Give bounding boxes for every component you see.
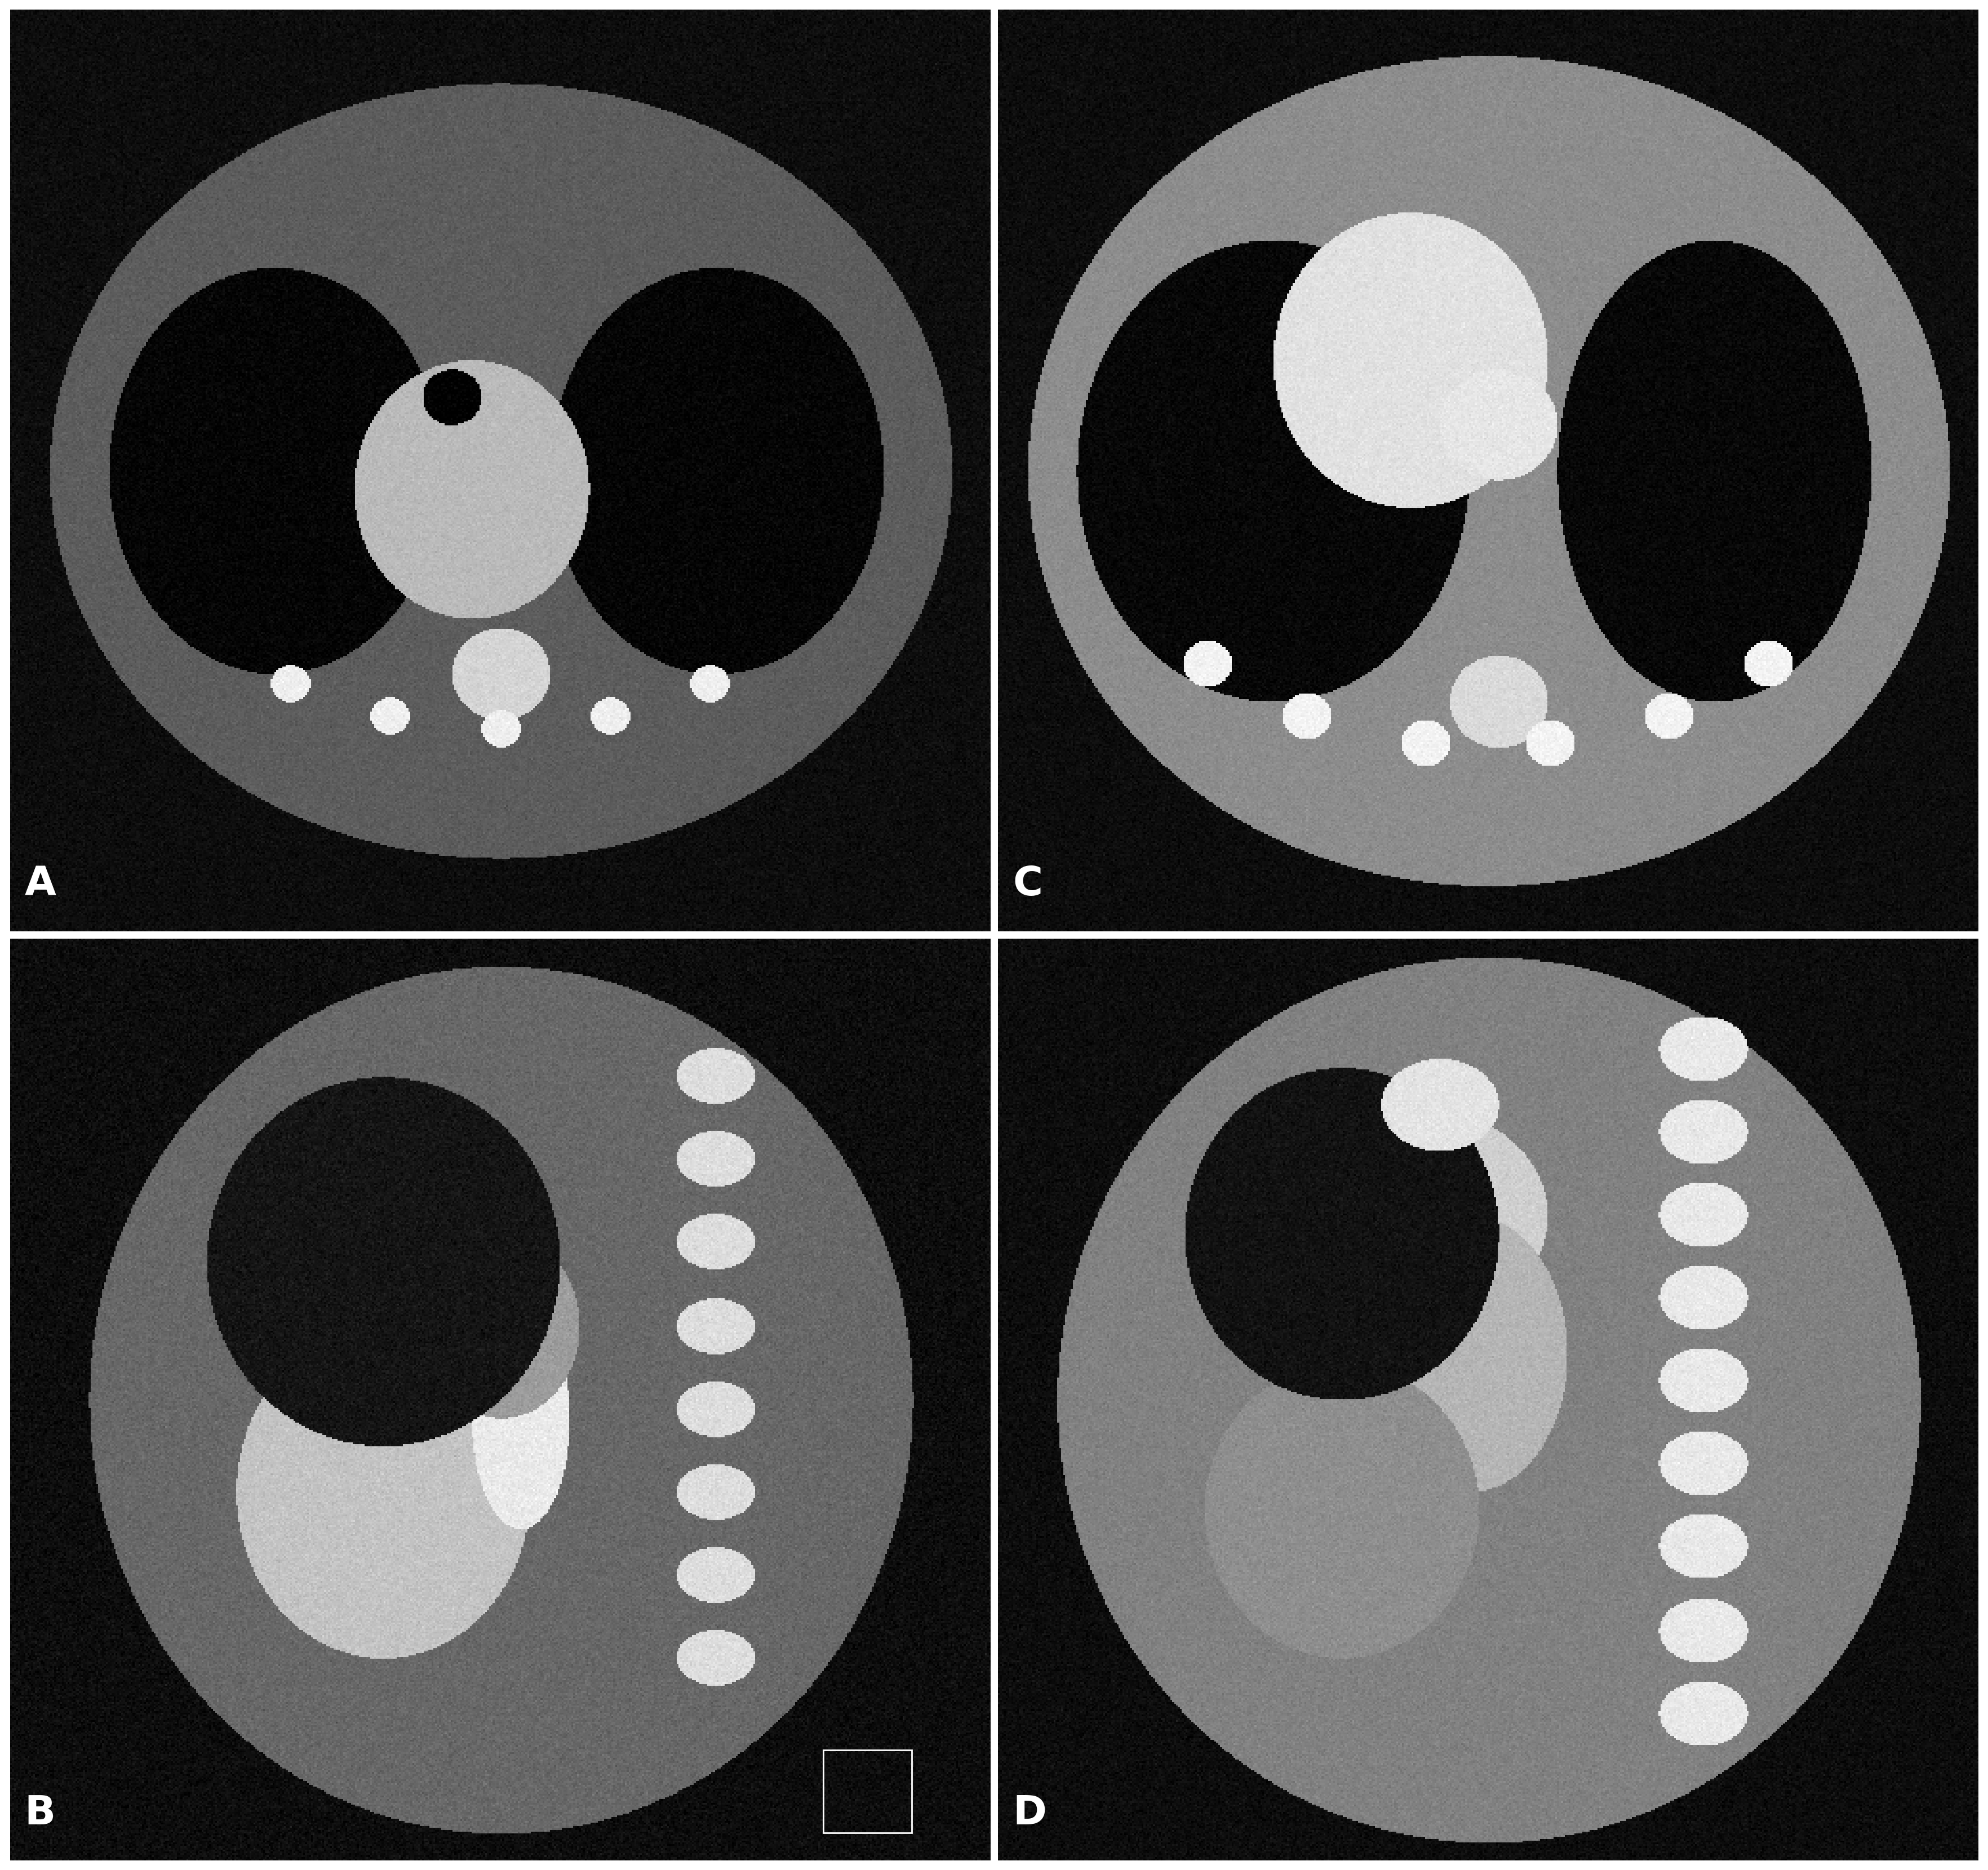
Text: D: D <box>1012 1793 1046 1833</box>
Text: B: B <box>24 1793 56 1833</box>
Text: A: A <box>24 864 56 903</box>
Bar <box>823 1750 912 1833</box>
Text: C: C <box>1012 864 1042 903</box>
